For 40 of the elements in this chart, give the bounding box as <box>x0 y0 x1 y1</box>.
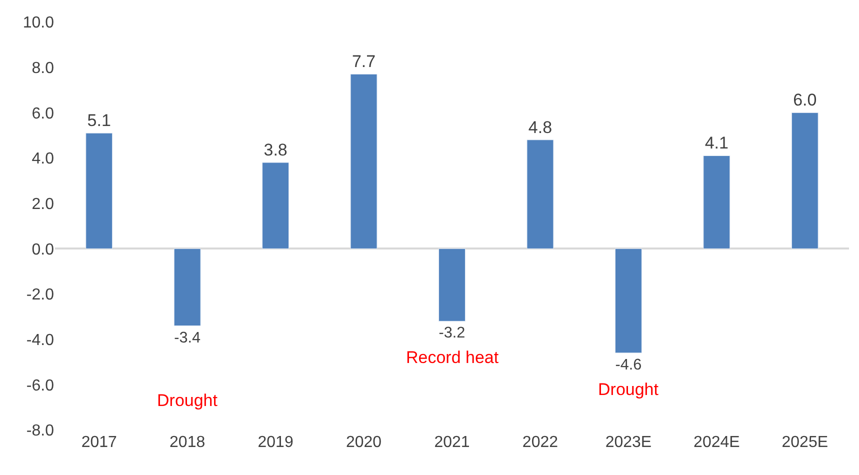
y-tick-label: -6.0 <box>26 377 54 394</box>
y-tick-label: 0.0 <box>32 241 54 258</box>
bar <box>614 248 642 354</box>
bar <box>86 132 113 249</box>
bar <box>791 112 818 249</box>
y-tick-label: 2.0 <box>32 196 54 213</box>
data-label: 5.1 <box>87 111 111 130</box>
annotation: Record heat <box>406 348 499 367</box>
y-tick-label: 10.0 <box>22 14 54 32</box>
data-label: -3.2 <box>438 324 466 342</box>
y-tick-label: -2.0 <box>26 286 54 304</box>
bar <box>703 155 730 249</box>
data-label: 7.7 <box>352 52 376 72</box>
bar <box>174 248 201 326</box>
x-tick-label: 2019 <box>258 434 294 451</box>
data-label: 3.8 <box>264 140 288 160</box>
annotation: Drought <box>598 380 659 399</box>
y-tick-label: 4.0 <box>32 150 54 168</box>
y-tick-label: 6.0 <box>32 105 54 122</box>
bar <box>262 162 290 249</box>
x-tick-label: 2024E <box>694 434 740 451</box>
y-tick-label: 8.0 <box>32 60 54 77</box>
data-label: -4.6 <box>615 356 642 374</box>
annotation: Drought <box>157 391 218 410</box>
bar <box>526 140 554 249</box>
x-tick-label: 2017 <box>81 434 118 451</box>
x-tick-label: 2020 <box>346 434 382 451</box>
x-tick-label: 2021 <box>434 434 470 451</box>
x-tick-label: 2025E <box>782 434 828 451</box>
x-tick-label: 2018 <box>170 434 206 451</box>
data-label: 4.8 <box>528 118 552 137</box>
bar <box>438 248 466 322</box>
data-label: -3.4 <box>174 329 202 346</box>
x-tick-label: 2023E <box>605 434 652 451</box>
y-tick-label: -8.0 <box>26 422 54 440</box>
data-label: 4.1 <box>704 134 728 153</box>
x-tick-label: 2022 <box>522 434 558 451</box>
y-tick-label: -4.0 <box>26 332 54 349</box>
bar <box>350 74 378 249</box>
data-label: 6.0 <box>793 90 817 110</box>
